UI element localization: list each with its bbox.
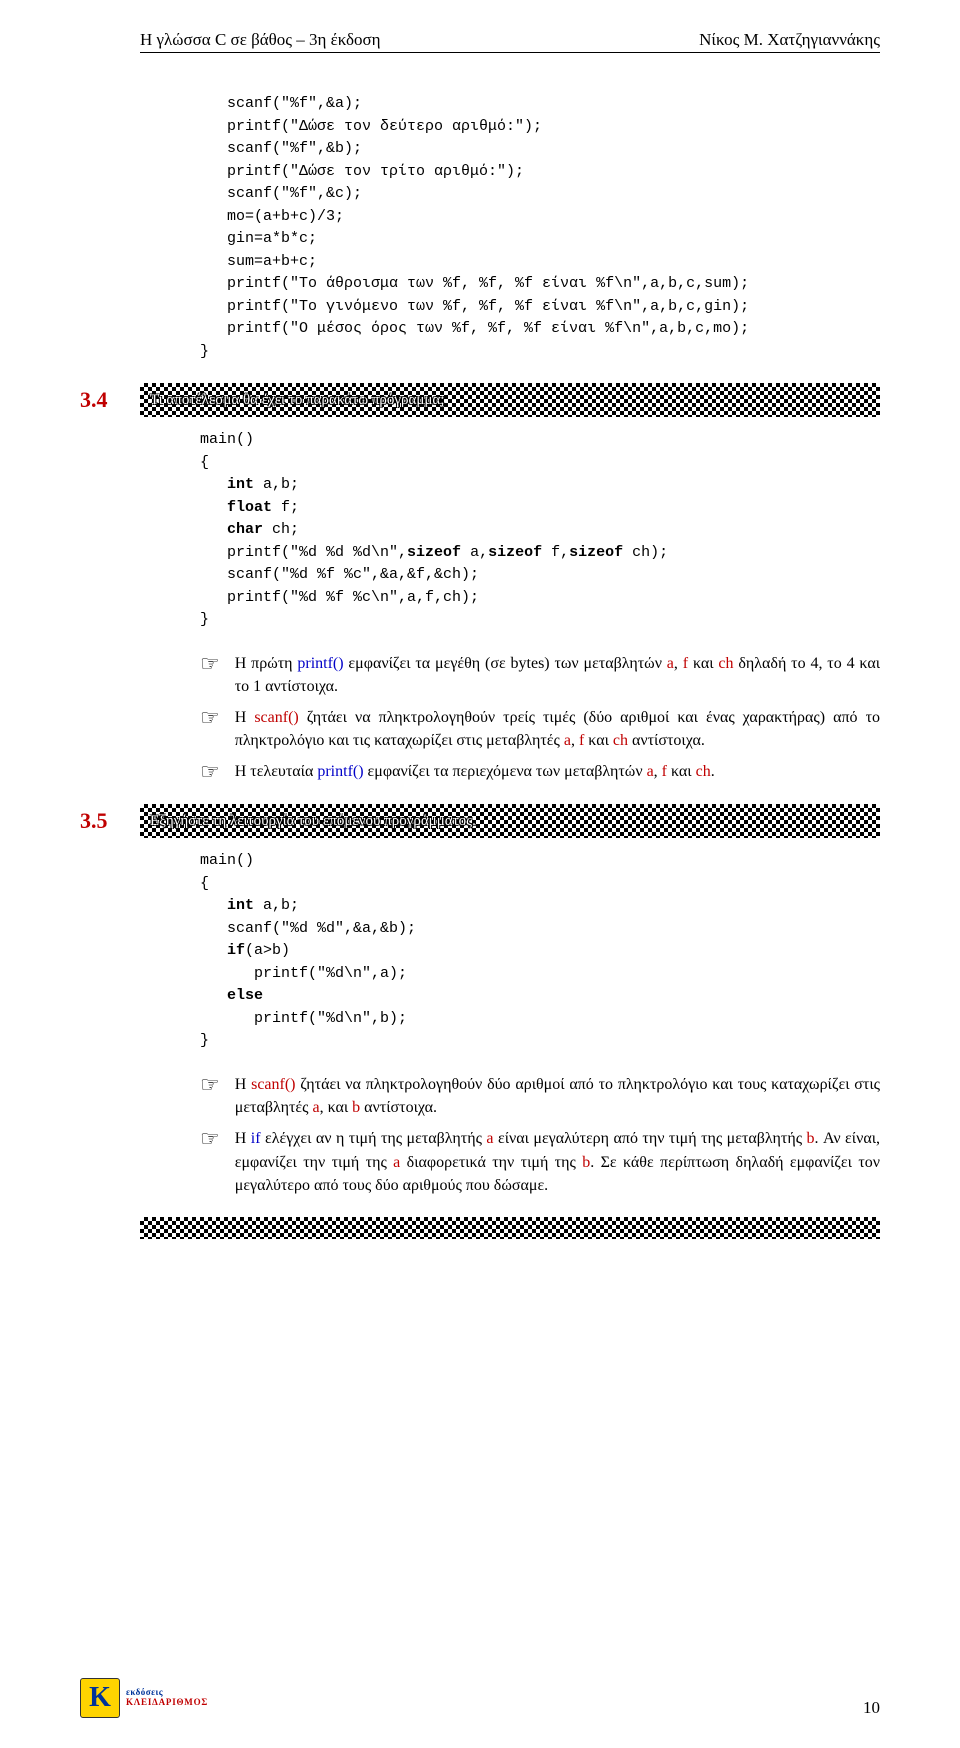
note-item: ☞ Η τελευταία printf() εμφανίζει τα περιε… — [200, 760, 880, 784]
checker-divider — [140, 1217, 880, 1239]
logo-text: εκδόσεις ΚΛΕΙΔΑΡΙΘΜΟΣ — [126, 1688, 208, 1708]
page-header: Η γλώσσα C σε βάθος – 3η έκδοση Νίκος Μ.… — [140, 30, 880, 53]
section-title-3-4: Τι αποτέλεσμα θα έχει το παρακάτω πρόγρα… — [150, 392, 444, 409]
section-title-3-5: Εξηγήστε τη λειτουργία του επόμενου προγ… — [150, 813, 476, 830]
section-3-5: 3.5 Εξηγήστε τη λειτουργία του επόμενου … — [140, 804, 880, 1238]
note-text: Η if ελέγχει αν η τιμή της μεταβλητής a … — [235, 1127, 880, 1197]
section-3-4: 3.4 Τι αποτέλεσμα θα έχει το παρακάτω πρ… — [140, 383, 880, 784]
note-item: ☞ Η scanf() ζητάει να πληκτρολογηθούν δύο… — [200, 1073, 880, 1119]
hand-icon: ☞ — [200, 760, 220, 784]
header-left: Η γλώσσα C σε βάθος – 3η έκδοση — [140, 30, 381, 50]
page-number: 10 — [863, 1698, 880, 1718]
checker-bar-3-5: Εξηγήστε τη λειτουργία του επόμενου προγ… — [140, 804, 880, 838]
notes-3-4: ☞ Η πρώτη printf() εμφανίζει τα μεγέθη (σ… — [200, 652, 880, 785]
code-block-3-4: main() { int a,b; float f; char ch; prin… — [200, 429, 880, 632]
hand-icon: ☞ — [200, 652, 220, 698]
note-item: ☞ Η scanf() ζητάει να πληκτρολογηθούν τρε… — [200, 706, 880, 752]
logo-line2: ΚΛΕΙΔΑΡΙΘΜΟΣ — [126, 1698, 208, 1708]
page-footer: K εκδόσεις ΚΛΕΙΔΑΡΙΘΜΟΣ 10 — [0, 1678, 960, 1718]
section-num-3-4: 3.4 — [80, 383, 140, 413]
note-item: ☞ Η πρώτη printf() εμφανίζει τα μεγέθη (σ… — [200, 652, 880, 698]
note-item: ☞Η if ελέγχει αν η τιμή της μεταβλητής a… — [200, 1127, 880, 1197]
note-text: Η τελευταία printf() εμφανίζει τα περιεχ… — [235, 760, 880, 784]
hand-icon: ☞ — [200, 1127, 220, 1197]
checker-bar-3-4: Τι αποτέλεσμα θα έχει το παρακάτω πρόγρα… — [140, 383, 880, 417]
code-block-1: scanf("%f",&a); printf("Δώσε τον δεύτερο… — [200, 93, 880, 363]
code-block-3-5: main() { int a,b; scanf("%d %d",&a,&b); … — [200, 850, 880, 1053]
section-3-5-header: 3.5 Εξηγήστε τη λειτουργία του επόμενου … — [80, 804, 880, 838]
section-3-4-header: 3.4 Τι αποτέλεσμα θα έχει το παρακάτω πρ… — [80, 383, 880, 417]
hand-icon: ☞ — [200, 1073, 220, 1119]
notes-3-5: ☞ Η scanf() ζητάει να πληκτρολογηθούν δύο… — [200, 1073, 880, 1197]
note-text: Η scanf() ζητάει να πληκτρολογηθούν τρεί… — [235, 706, 880, 752]
header-right: Νίκος Μ. Χατζηγιαννάκης — [699, 30, 880, 50]
logo-k-icon: K — [80, 1678, 120, 1718]
section-num-3-5: 3.5 — [80, 804, 140, 834]
page: Η γλώσσα C σε βάθος – 3η έκδοση Νίκος Μ.… — [0, 0, 960, 1748]
publisher-logo: K εκδόσεις ΚΛΕΙΔΑΡΙΘΜΟΣ — [80, 1678, 208, 1718]
note-text: Η πρώτη printf() εμφανίζει τα μεγέθη (σε… — [235, 652, 880, 698]
note-text: Η scanf() ζητάει να πληκτρολογηθούν δύο … — [235, 1073, 880, 1119]
hand-icon: ☞ — [200, 706, 220, 752]
